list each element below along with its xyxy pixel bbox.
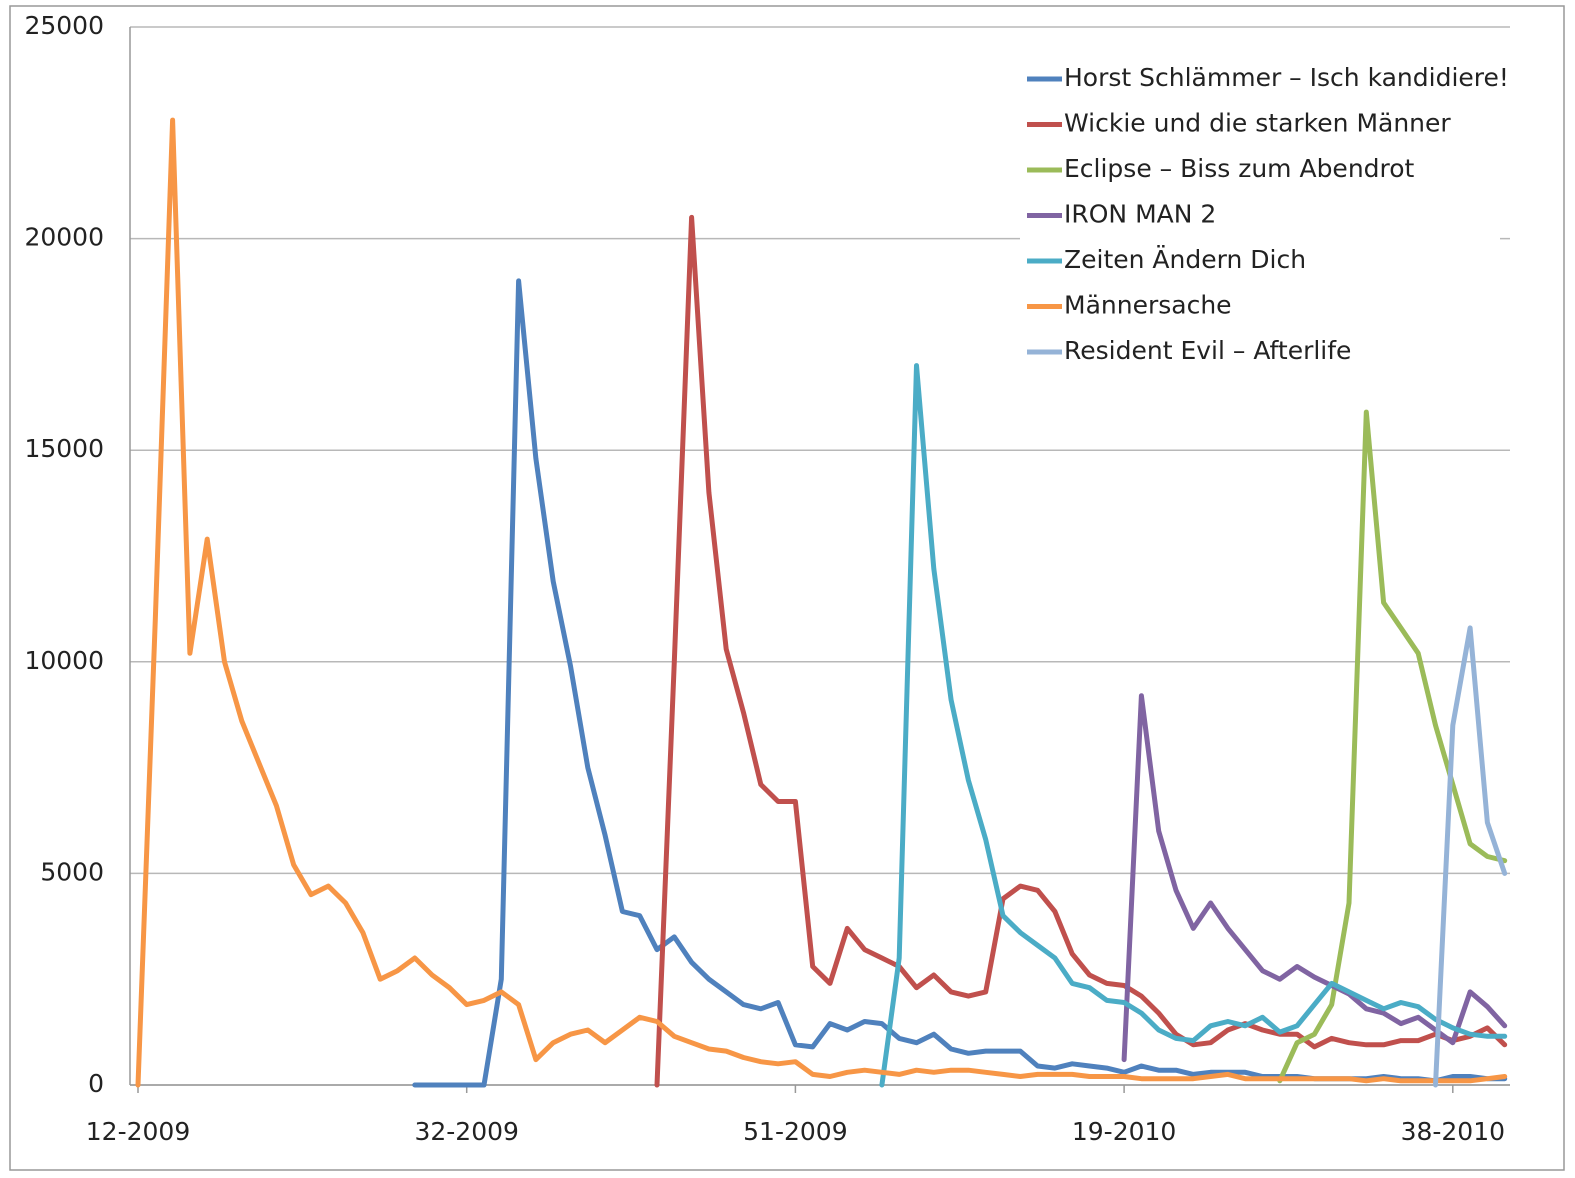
series-line xyxy=(654,214,1508,1088)
legend-box xyxy=(1020,55,1500,377)
x-tick-label: 38-2010 xyxy=(1401,1117,1505,1146)
legend-label: Resident Evil – Afterlife xyxy=(1064,336,1351,365)
x-tick-label: 19-2010 xyxy=(1072,1117,1176,1146)
x-tick-label: 51-2009 xyxy=(743,1117,847,1146)
y-tick-label: 15000 xyxy=(24,434,104,463)
series-line xyxy=(135,117,1508,1088)
legend-label: IRON MAN 2 xyxy=(1064,200,1216,229)
legend-label: Eclipse – Biss zum Abendrot xyxy=(1064,154,1415,183)
y-tick-label: 25000 xyxy=(24,11,104,40)
legend-label: Horst Schlämmer – Isch kandidiere! xyxy=(1064,63,1509,92)
y-tick-label: 20000 xyxy=(24,223,104,252)
y-tick-label: 10000 xyxy=(24,646,104,675)
y-tick-label: 0 xyxy=(88,1069,104,1098)
series-line xyxy=(1121,693,1508,1063)
legend-label: Männersache xyxy=(1064,291,1232,320)
legend-label: Zeiten Ändern Dich xyxy=(1064,245,1306,274)
x-tick-label: 32-2009 xyxy=(414,1117,518,1146)
legend: Horst Schlämmer – Isch kandidiere! Wickie… xyxy=(1020,55,1509,377)
series-line xyxy=(1277,409,1508,1084)
x-tick-label: 12-2009 xyxy=(86,1117,190,1146)
series-line xyxy=(879,363,1508,1088)
y-tick-label: 5000 xyxy=(40,857,104,886)
legend-label: Wickie und die starken Männer xyxy=(1064,109,1451,138)
series-line xyxy=(1433,625,1508,1088)
